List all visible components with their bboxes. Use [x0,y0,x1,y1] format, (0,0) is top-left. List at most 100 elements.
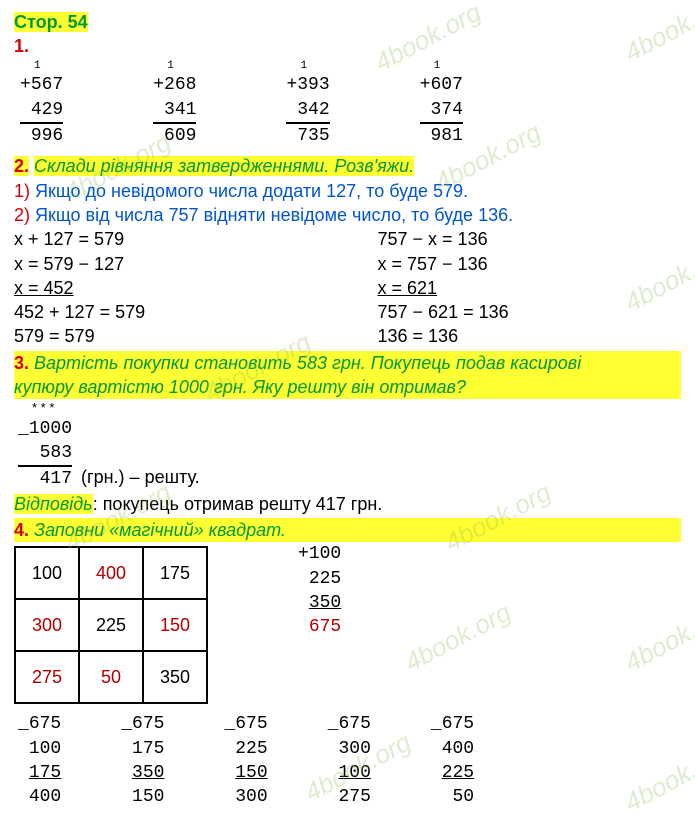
sub-calc-5: _675 400 225 50 [431,712,474,809]
addend-a: 567 [31,75,63,95]
eq-line: 452 + 127 = 579 [14,300,318,324]
subtrahend: 100 [18,737,61,761]
difference: 275 [328,785,371,809]
addend-b: 341 [153,98,196,122]
plus-sign: + [20,75,31,95]
addend-b: 374 [420,98,463,122]
plus-sign: + [420,75,431,95]
task2: 2. Склади рівняння затвердженнями. Розв'… [14,154,681,348]
addend: 225 [298,567,341,591]
magic-cell: 150 [143,599,207,651]
minuend: 1000 [29,419,72,439]
task3-stars: * * * [14,399,681,417]
subtrahend: 100 [328,761,371,785]
subtrahend: 175 [18,761,61,785]
subtrahend: 225 [431,761,474,785]
eq-line: x = 579 − 127 [14,252,318,276]
addition-problem-3: 1 +393 342 735 [286,59,329,149]
addend: 350 [298,591,341,615]
subtrahend: 175 [121,737,164,761]
task2-title: Склади рівняння затвердженнями. Розв'яжи… [34,156,414,176]
task1-problems: 1 +567 429 996 1 +268 341 609 1 +393 342… [14,59,681,149]
task2-sub1-num: 1) [14,181,30,201]
task3-calc: _1000 583 417 [14,417,72,492]
sum: 609 [153,122,196,148]
difference: 400 [18,785,61,809]
task2-sub1: Якщо до невідомого числа додати 127, то … [35,181,468,201]
subtrahend: 150 [224,761,267,785]
task4: 4. Заповни «магічний» квадрат. 100 400 1… [14,518,681,809]
subtrahend: 350 [121,761,164,785]
addend-b: 429 [20,98,63,122]
eq-line: 579 = 579 [14,324,318,348]
sub-calc-2: _675 175 350 150 [121,712,164,809]
sub-calc-3: _675 225 150 300 [224,712,267,809]
task2-sub2: Якщо від числа 757 відняти невідоме числ… [35,205,513,225]
subtrahend: 400 [431,737,474,761]
sum: 735 [286,122,329,148]
task3-num: 3. [14,353,29,373]
task2-num: 2. [14,156,29,176]
page-label: Стор. 54 [14,12,88,32]
magic-cell: 50 [79,651,143,703]
answer-label: Відповідь [14,494,93,514]
sum: 981 [420,122,463,148]
sub-calc-1: _675 100 175 400 [18,712,61,809]
task3-text2: купюру вартістю 1000 грн. Яку решту він … [14,377,466,397]
carry: 1 [20,59,63,74]
task4-title: Заповни «магічний» квадрат. [34,520,286,540]
plus-sign: + [153,75,164,95]
answer-text: : покупець отримав решту 417 грн. [93,494,383,514]
sum: 996 [20,122,63,148]
plus-sign: + [286,75,297,95]
difference: 50 [431,785,474,809]
carry: 1 [153,59,196,74]
eq-line: x = 757 − 136 [378,252,682,276]
magic-sum-calc: +100 225 350 675 [298,542,341,639]
difference: 300 [224,785,267,809]
carry: 1 [420,59,463,74]
difference: 417 [40,469,72,489]
minuend: 675 [29,714,61,734]
difference: 150 [121,785,164,809]
eq-line: 136 = 136 [378,324,682,348]
eq-line: x = 621 [378,276,578,300]
task3-text1: Вартість покупки становить 583 грн. Поку… [34,353,581,373]
page-header: Стор. 54 [14,10,681,34]
task4-bottom-calcs: _675 100 175 400 _675 175 350 150 _675 2… [14,712,681,809]
minuend: 675 [235,714,267,734]
subtrahend: 300 [328,737,371,761]
carry: 1 [286,59,329,74]
subtrahend: 225 [224,737,267,761]
addend: 100 [309,544,341,564]
minuend: 675 [442,714,474,734]
task1-num: 1. [14,36,29,56]
task2-sub2-num: 2) [14,205,30,225]
addition-problem-1: 1 +567 429 996 [20,59,63,149]
addend-a: 607 [430,75,462,95]
task3: 3. Вартість покупки становить 583 грн. П… [14,351,681,516]
eq-line: 757 − x = 136 [378,227,682,251]
magic-cell: 350 [143,651,207,703]
addend-a: 393 [297,75,329,95]
magic-cell: 400 [79,547,143,599]
eq-line: x = 452 [14,276,214,300]
addition-problem-2: 1 +268 341 609 [153,59,196,149]
task2-right: 757 − x = 136 x = 757 − 136 x = 621 757 … [318,227,682,348]
addend-a: 268 [164,75,196,95]
task3-result-suffix: (грн.) – решту. [77,467,200,487]
sub-calc-4: _675 300 100 275 [328,712,371,809]
eq-line: x + 127 = 579 [14,227,318,251]
magic-cell: 300 [15,599,79,651]
magic-cell: 100 [15,547,79,599]
magic-cell: 225 [79,599,143,651]
eq-line: 757 − 621 = 136 [378,300,682,324]
task4-num: 4. [14,520,29,540]
plus-sign: + [298,544,309,564]
addition-problem-4: 1 +607 374 981 [420,59,463,149]
task1: 1. 1 +567 429 996 1 +268 341 609 1 +393 … [14,34,681,148]
minuend: 675 [132,714,164,734]
task2-equations: x + 127 = 579 x = 579 − 127 x = 452 452 … [14,227,681,348]
magic-square: 100 400 175 300 225 150 275 50 350 [14,546,208,704]
magic-cell: 175 [143,547,207,599]
